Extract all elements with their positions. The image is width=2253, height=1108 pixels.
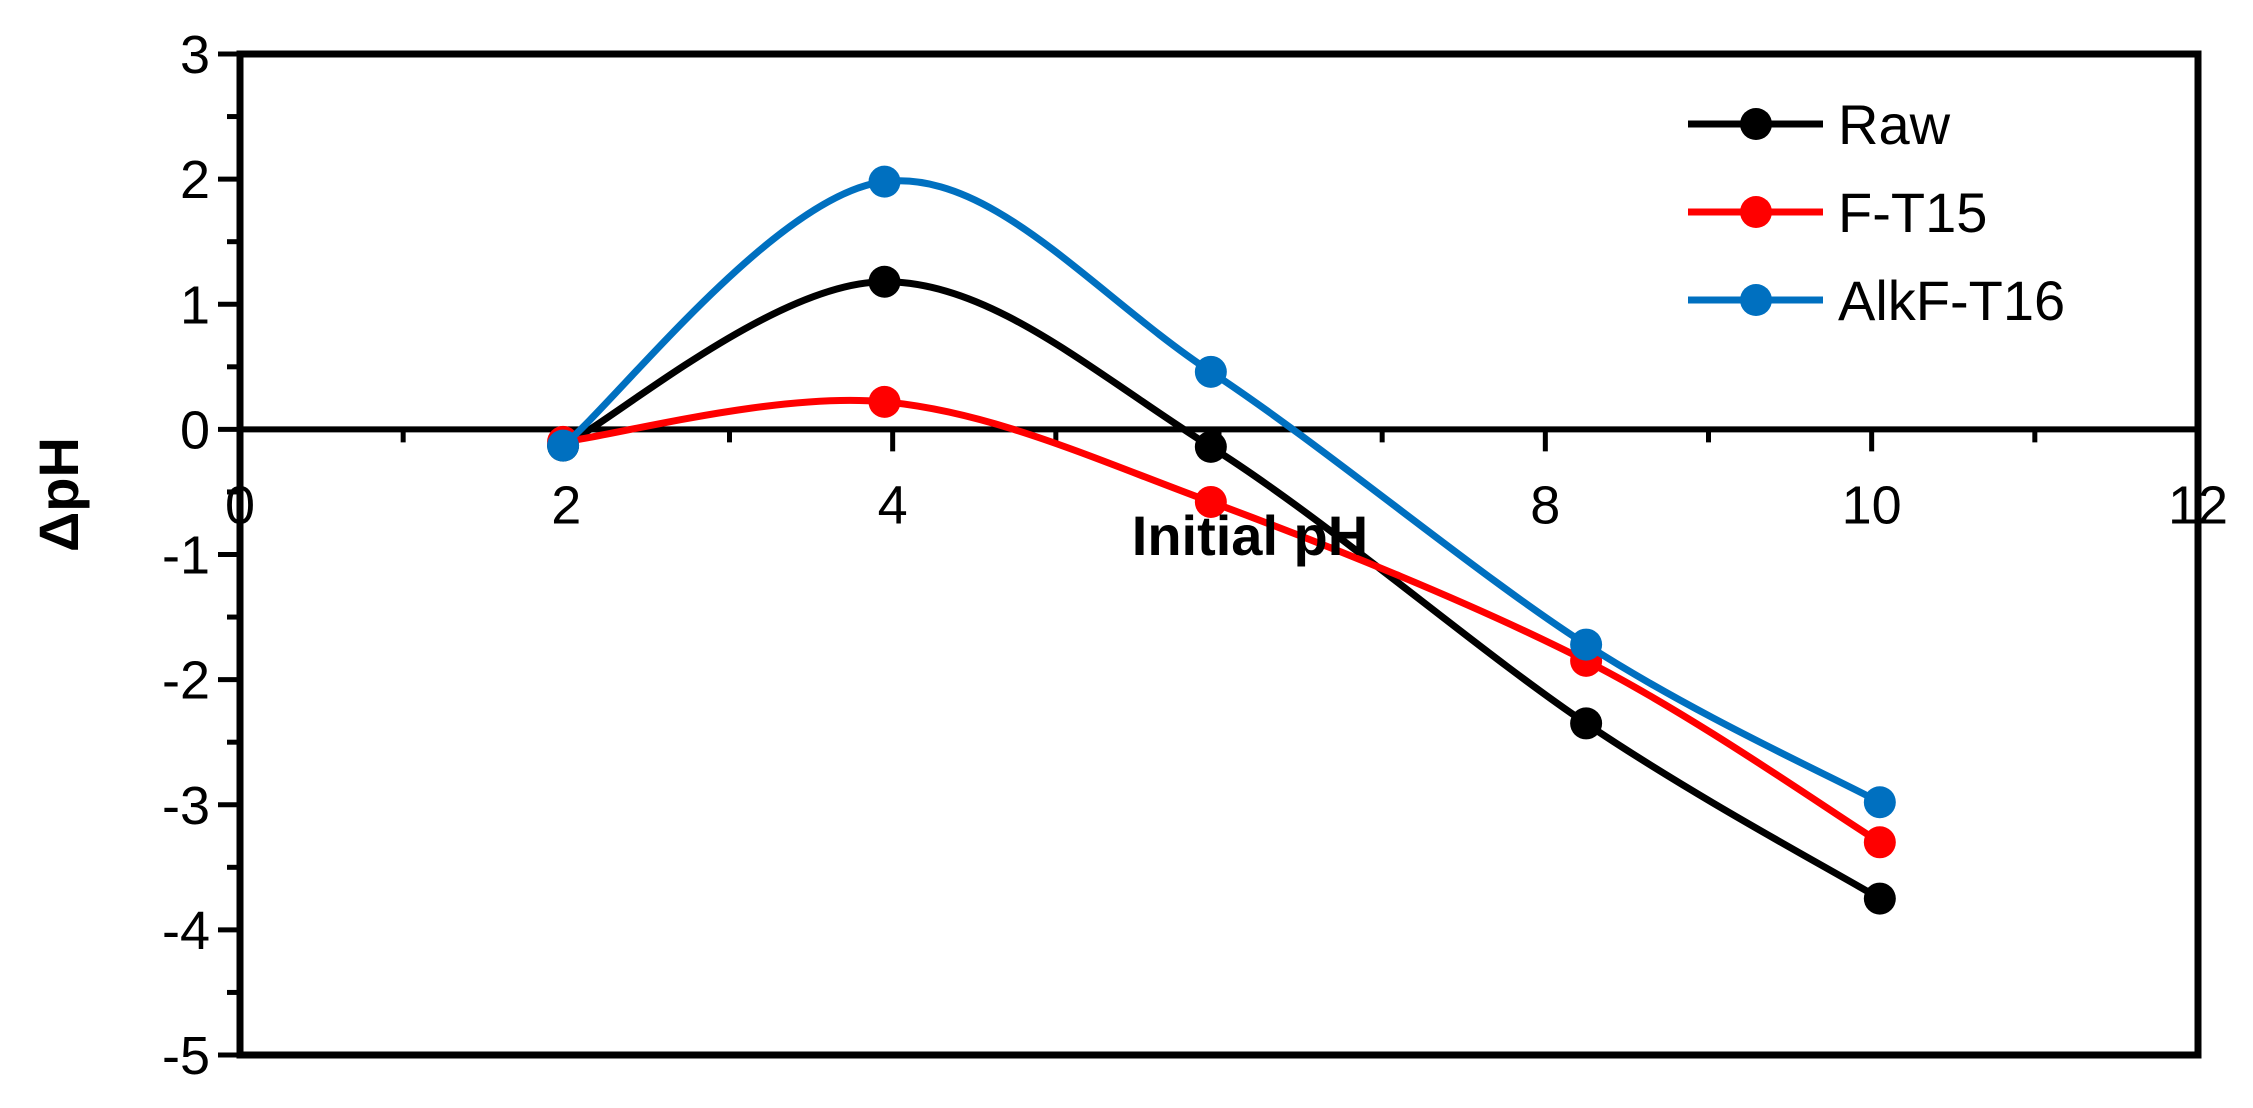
y-tick-labels: 3 2 1 0 -1 -2 -3 -4 -5 bbox=[162, 25, 210, 1086]
series-line bbox=[562, 396, 1882, 846]
data-point bbox=[1194, 430, 1227, 463]
legend-label: AlkF-T16 bbox=[1838, 269, 2065, 332]
x-tick-label: 12 bbox=[2168, 475, 2228, 535]
data-point bbox=[1863, 786, 1896, 819]
legend: Raw F-T15 AlkF-T16 bbox=[1688, 93, 2065, 332]
legend-swatch-marker bbox=[1740, 284, 1772, 316]
legend-swatch-marker bbox=[1740, 196, 1772, 228]
y-tick-label: 1 bbox=[180, 275, 210, 335]
data-point bbox=[1863, 882, 1896, 915]
y-axis bbox=[218, 51, 240, 1058]
y-tick-label: 3 bbox=[180, 25, 210, 85]
legend-label: Raw bbox=[1838, 93, 1951, 156]
x-tick-label: 4 bbox=[878, 475, 908, 535]
y-tick-label: -3 bbox=[162, 776, 210, 836]
y-tick-label: -1 bbox=[162, 526, 210, 586]
data-point bbox=[547, 429, 580, 462]
data-point bbox=[1570, 707, 1603, 740]
y-tick-label: -5 bbox=[162, 1026, 210, 1086]
data-point bbox=[1194, 485, 1227, 518]
x-tick-labels: 0 2 4 8 10 12 bbox=[225, 475, 2228, 535]
y-tick-label: 0 bbox=[180, 400, 210, 460]
legend-item: F-T15 bbox=[1688, 181, 1987, 244]
data-point bbox=[868, 385, 901, 418]
x-axis-title: Initial pH bbox=[1132, 504, 1368, 567]
series-f-t15 bbox=[547, 385, 1896, 859]
data-point bbox=[1194, 355, 1227, 388]
data-point bbox=[868, 165, 901, 198]
legend-item: Raw bbox=[1688, 93, 1951, 156]
y-tick-label: -2 bbox=[162, 651, 210, 711]
series-alkf-t16 bbox=[547, 165, 1896, 819]
legend-item: AlkF-T16 bbox=[1688, 269, 2065, 332]
x-tick-label: 8 bbox=[1530, 475, 1560, 535]
x-tick-label: 10 bbox=[1842, 475, 1902, 535]
x-tick-label: 2 bbox=[551, 475, 581, 535]
legend-swatch-marker bbox=[1740, 108, 1772, 140]
series-lines bbox=[547, 165, 1896, 915]
y-tick-label: 2 bbox=[180, 150, 210, 210]
data-point bbox=[1570, 628, 1603, 661]
y-axis-title: ΔpH bbox=[27, 437, 90, 552]
y-tick-label: -4 bbox=[162, 901, 210, 961]
x-tick-label: 0 bbox=[225, 475, 255, 535]
legend-label: F-T15 bbox=[1838, 181, 1987, 244]
data-point bbox=[1863, 826, 1896, 859]
data-point bbox=[868, 265, 901, 298]
